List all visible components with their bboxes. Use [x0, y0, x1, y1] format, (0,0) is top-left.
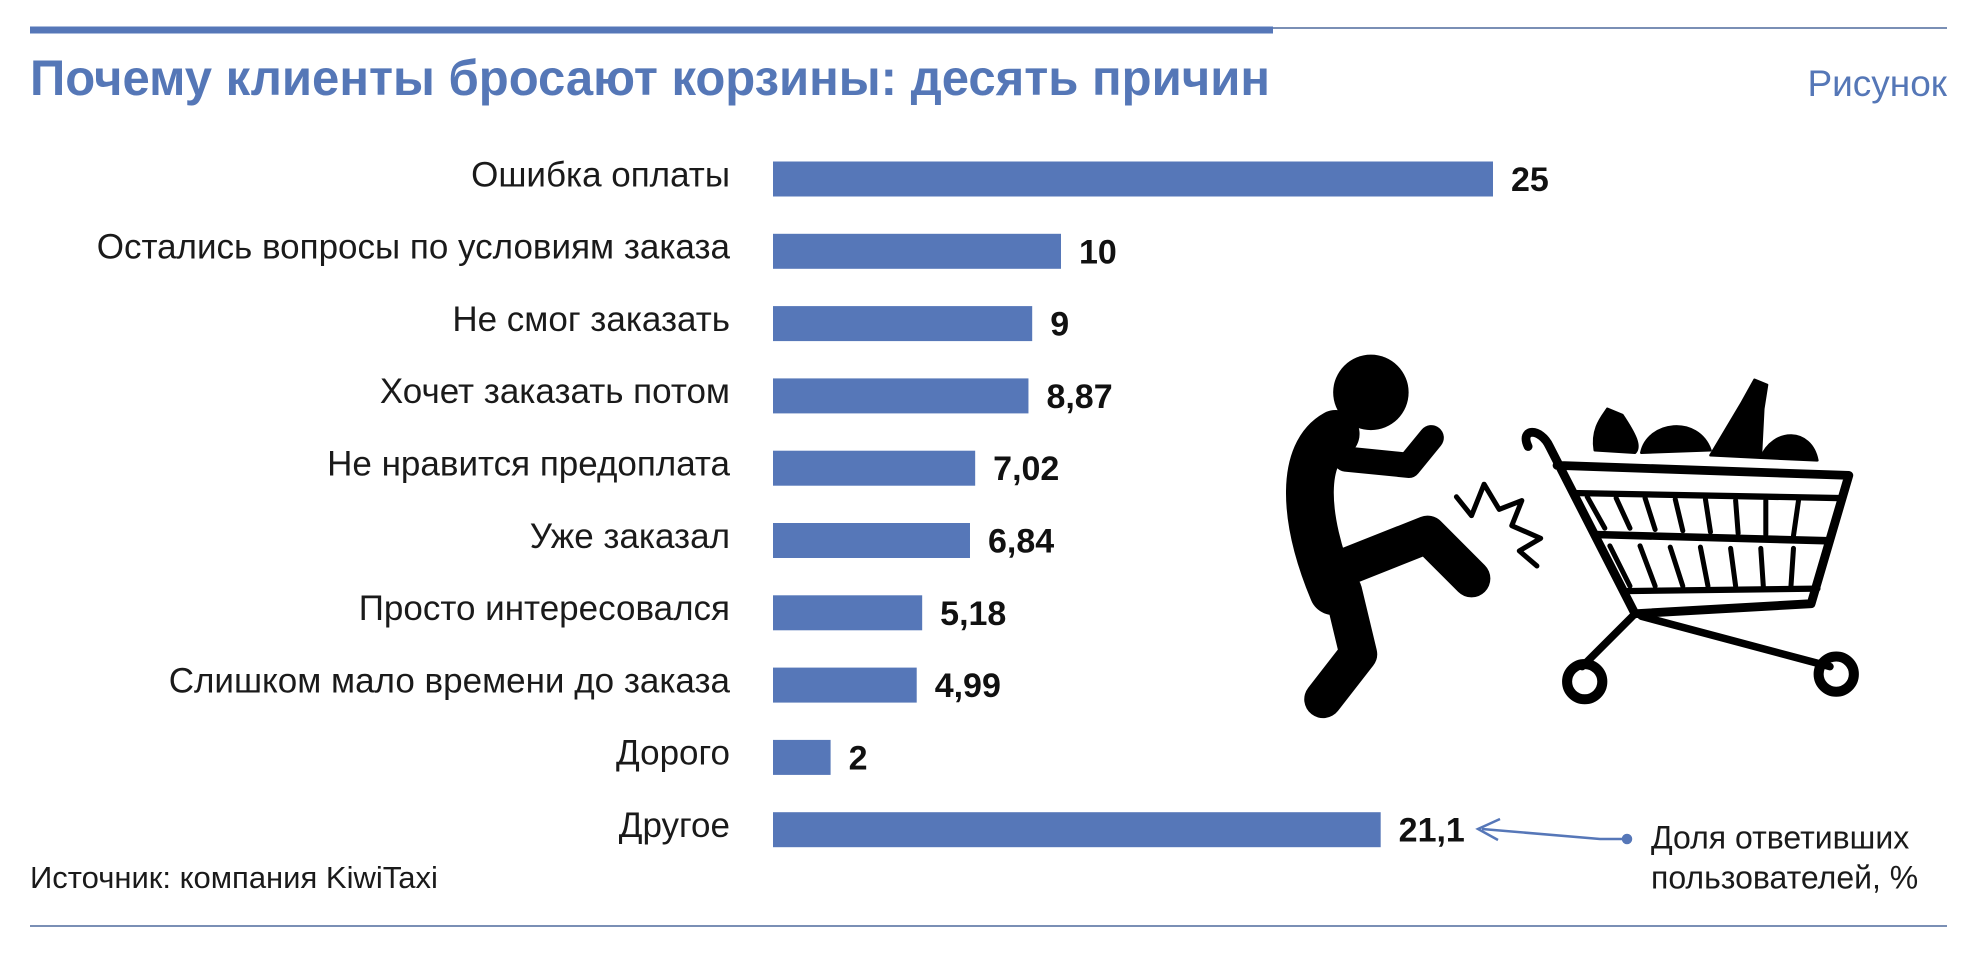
figure-label: Рисунок — [1807, 63, 1947, 104]
category-label: Просто интересовался — [359, 589, 730, 628]
annotation-arrow — [1475, 817, 1633, 845]
bar — [773, 667, 917, 703]
category-label: Хочет заказать потом — [380, 372, 730, 411]
category-label: Слишком мало времени до заказа — [169, 661, 731, 700]
source: Источник: компания KiwiTaxi — [30, 860, 438, 895]
bar — [773, 739, 831, 775]
value-label: 10 — [1079, 233, 1117, 271]
value-label: 25 — [1511, 161, 1549, 199]
value-label: 9 — [1050, 306, 1069, 344]
value-label: 4,99 — [935, 667, 1001, 705]
category-label: Уже заказал — [530, 517, 730, 556]
bar — [773, 450, 976, 486]
value-label: 8,87 — [1046, 378, 1112, 416]
bar — [773, 233, 1061, 269]
value-label: 21,1 — [1399, 812, 1465, 850]
value-label: 7,02 — [993, 450, 1059, 488]
category-label: Дорого — [616, 734, 730, 773]
chart-title: Почему клиенты бросают корзины: десять п… — [30, 50, 1270, 106]
annotation-line: пользователей, % — [1651, 859, 1918, 895]
category-label: Не нравится предоплата — [327, 444, 730, 483]
category-label: Остались вопросы по условиям заказа — [97, 228, 731, 267]
bar — [773, 378, 1029, 414]
bar — [773, 306, 1033, 342]
value-label: 2 — [849, 739, 868, 777]
pictogram — [1286, 354, 1859, 719]
bar — [773, 161, 1493, 197]
bar — [773, 595, 923, 631]
category-label: Ошибка оплаты — [471, 155, 730, 194]
category-label: Другое — [619, 806, 730, 845]
annotation-line: Доля ответивших — [1651, 819, 1909, 855]
bar — [773, 523, 970, 558]
value-label: 6,84 — [988, 522, 1054, 560]
category-label: Не смог заказать — [452, 300, 730, 339]
value-label: 5,18 — [940, 595, 1006, 633]
bar — [773, 812, 1381, 848]
